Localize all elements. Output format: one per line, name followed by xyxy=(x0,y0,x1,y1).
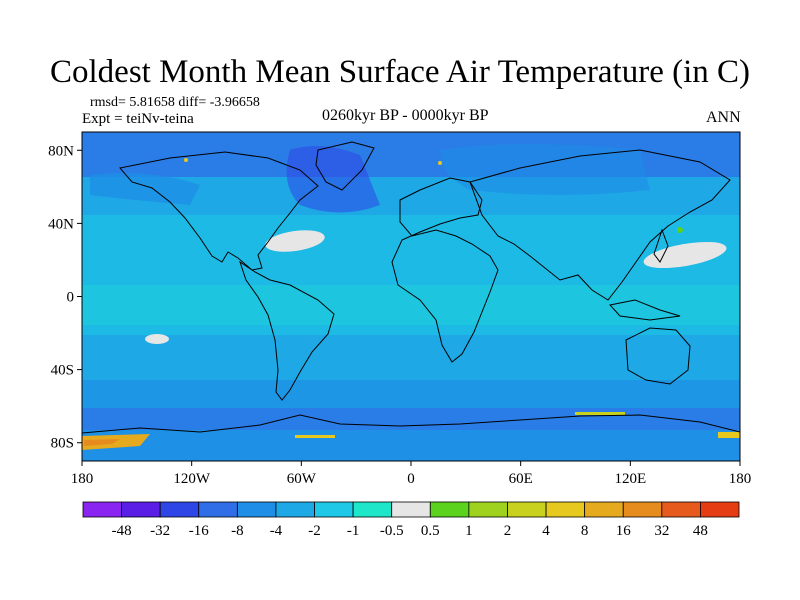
lon-tick-label: 0 xyxy=(407,471,415,487)
colorbar-label: 1 xyxy=(465,523,473,539)
colorbar-label: 16 xyxy=(616,523,632,539)
anomaly-patch-south-pacific xyxy=(145,334,169,344)
colorbar-label: 8 xyxy=(581,523,589,539)
period-label: 0260kyr BP - 0000kyr BP xyxy=(322,107,489,124)
colorbar-swatch xyxy=(82,501,122,518)
map-axis-ticks: 180 120W 60W 0 60E 120E 180 80N 40N 0 40S 80S xyxy=(48,143,751,487)
colorbar-label: 2 xyxy=(504,523,512,539)
lat-tick-label: 0 xyxy=(67,290,75,306)
colorbar-label: -1 xyxy=(347,523,360,539)
colorbar-label: -16 xyxy=(189,523,209,539)
colorbar-label: -4 xyxy=(270,523,283,539)
anomaly-patch-north-pacific xyxy=(643,241,727,269)
colorbar-swatch xyxy=(545,501,586,518)
colorbar: -48 -32 -16 -8 -4 -2 -1 -0.5 0.5 1 2 4 8 16 32 48 xyxy=(82,501,740,539)
colorbar-swatch xyxy=(198,501,238,518)
colorbar-swatch xyxy=(236,501,277,518)
colorbar-swatch xyxy=(314,501,354,518)
colorbar-label: 4 xyxy=(542,523,550,539)
plot-title: Coldest Month Mean Surface Air Temperatu… xyxy=(50,54,750,90)
colorbar-swatch xyxy=(622,501,663,518)
colorbar-swatch xyxy=(429,501,470,518)
colorbar-swatch xyxy=(275,501,315,518)
colorbar-label: -0.5 xyxy=(380,523,404,539)
colorbar-label: -48 xyxy=(112,523,132,539)
lon-tick-label: 60W xyxy=(287,471,317,487)
anomaly-patch-north-atlantic xyxy=(265,230,325,252)
colorbar-swatch xyxy=(391,501,431,518)
season-label: ANN xyxy=(706,109,741,126)
colorbar-label: 48 xyxy=(693,523,708,539)
colorbar-swatch xyxy=(584,501,624,518)
colorbar-label: -8 xyxy=(231,523,244,539)
coastlines xyxy=(82,141,740,434)
colorbar-swatch xyxy=(159,501,200,518)
colorbar-swatch xyxy=(661,501,701,518)
colorbar-swatch xyxy=(121,501,161,518)
lat-tick-label: 80N xyxy=(48,143,74,159)
lon-tick-label: 120W xyxy=(173,471,211,487)
colorbar-label: -32 xyxy=(150,523,170,539)
lat-tick-label: 80S xyxy=(51,436,74,452)
lon-tick-label: 180 xyxy=(729,471,752,487)
experiment-line: Expt = teiNv-teina xyxy=(82,111,194,127)
lon-tick-label: 60E xyxy=(509,471,533,487)
colorbar-swatch xyxy=(352,501,393,518)
colorbar-label: 32 xyxy=(654,523,669,539)
colorbar-label: -2 xyxy=(308,523,321,539)
lat-tick-label: 40N xyxy=(48,216,74,232)
map-plot-area xyxy=(82,132,740,461)
lon-tick-label: 180 xyxy=(71,471,94,487)
lat-tick-label: 40S xyxy=(51,363,74,379)
colorbar-label: 0.5 xyxy=(421,523,440,539)
colorbar-swatch xyxy=(468,501,508,518)
colorbar-swatch xyxy=(700,501,740,518)
lon-tick-label: 120E xyxy=(614,471,646,487)
stats-line: rmsd= 5.81658 diff= -3.96658 xyxy=(90,95,260,110)
colorbar-swatch xyxy=(507,501,547,518)
